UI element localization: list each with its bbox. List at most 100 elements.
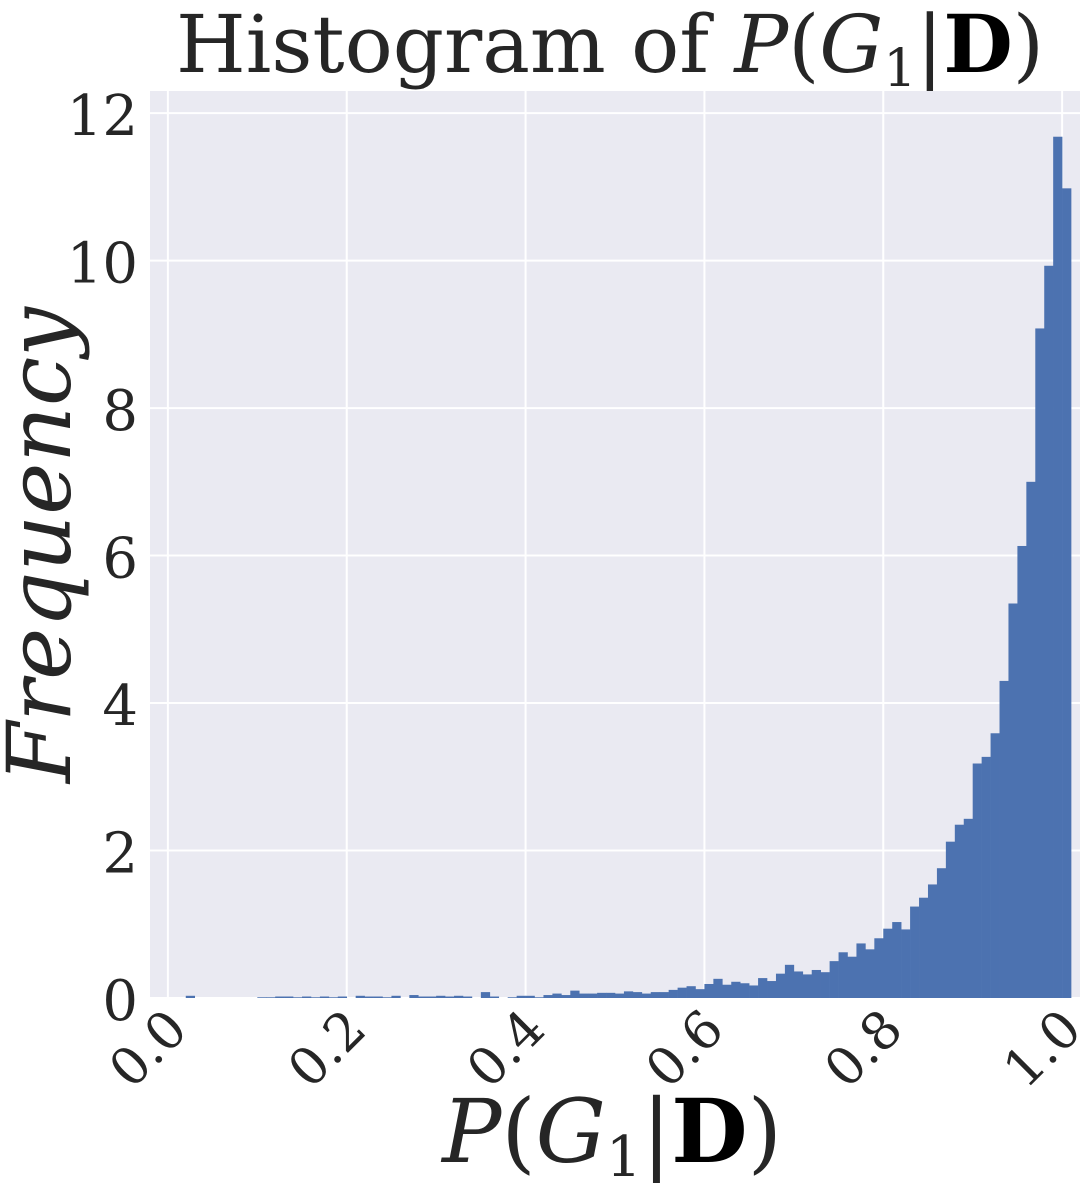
histogram-bar xyxy=(543,995,553,998)
histogram-bar xyxy=(883,928,893,998)
histogram-bar xyxy=(954,824,965,998)
histogram-bar xyxy=(454,995,464,998)
histogram-bar xyxy=(579,993,589,998)
histogram-bar xyxy=(659,992,669,998)
histogram-bar xyxy=(597,992,607,998)
histogram-bar xyxy=(740,983,750,998)
histogram-bar xyxy=(713,978,723,998)
histogram-bar xyxy=(892,922,902,998)
histogram-bar xyxy=(257,997,267,998)
histogram-bar xyxy=(650,992,661,998)
histogram-bar xyxy=(570,990,580,998)
histogram-bar xyxy=(436,995,446,998)
histogram-bar xyxy=(185,995,196,998)
histogram-bar xyxy=(856,943,866,998)
histogram-bar xyxy=(811,969,821,998)
histogram-bar xyxy=(838,952,848,998)
histogram-bar xyxy=(615,993,625,998)
histogram-bar xyxy=(462,996,473,998)
histogram-bar xyxy=(623,991,634,998)
histogram-bar xyxy=(1017,545,1027,998)
y-tick-label: 4 xyxy=(102,674,138,739)
histogram-bar xyxy=(704,983,714,998)
x-axis-label: P(G1|D) xyxy=(440,1079,782,1188)
histogram-bar xyxy=(606,992,616,998)
y-tick-label: 0 xyxy=(102,969,138,1034)
y-tick-label: 2 xyxy=(102,822,138,887)
x-tick-label: 0.8 xyxy=(814,999,915,1100)
histogram-bar xyxy=(722,984,732,998)
histogram-bar xyxy=(480,992,491,998)
y-tick-label: 12 xyxy=(67,84,138,149)
histogram-bar xyxy=(525,995,535,998)
histogram-bar xyxy=(588,993,598,998)
histogram-bars xyxy=(185,136,1072,999)
histogram-bar xyxy=(802,974,813,998)
histogram-bar xyxy=(391,995,401,998)
y-tick-label: 6 xyxy=(102,527,138,592)
histogram-bar xyxy=(927,884,938,998)
histogram-bar xyxy=(373,996,383,998)
histogram-bar xyxy=(1053,136,1063,999)
histogram-bar xyxy=(310,997,321,998)
histogram-bar xyxy=(874,938,884,998)
histogram-bar xyxy=(865,949,875,998)
histogram-bar xyxy=(829,961,839,998)
histogram-bar xyxy=(910,906,920,998)
histogram-bar xyxy=(355,995,365,998)
histogram-bar xyxy=(364,996,374,998)
histogram-bar xyxy=(284,996,294,998)
x-tick-label: 1.0 xyxy=(992,999,1089,1100)
histogram-bar xyxy=(275,996,285,998)
histogram-bar xyxy=(534,997,544,998)
histogram-bar xyxy=(641,993,652,998)
histogram-bar xyxy=(758,978,768,998)
histogram-bar xyxy=(731,981,741,998)
histogram-bar xyxy=(293,997,303,998)
x-tick-label: 0.2 xyxy=(277,999,378,1100)
histogram-bar xyxy=(820,972,830,998)
histogram-bar xyxy=(784,964,795,998)
histogram-bar xyxy=(1044,265,1054,998)
histogram-bar xyxy=(266,997,276,998)
y-tick-labels: 0 2 4 6 8 10 12 xyxy=(67,84,138,1034)
histogram-bar xyxy=(901,929,911,998)
histogram-bar xyxy=(319,996,330,998)
histogram-bar xyxy=(516,995,526,998)
histogram-bar xyxy=(919,897,929,998)
y-axis-label: Frequency xyxy=(0,306,91,785)
histogram-bar xyxy=(337,996,348,998)
histogram-bar xyxy=(945,841,956,998)
histogram-bar xyxy=(686,986,696,998)
histogram-bar xyxy=(328,997,339,998)
histogram-bar xyxy=(749,985,759,998)
histogram-bar xyxy=(775,973,786,998)
histogram-bar xyxy=(1008,603,1018,998)
histogram-bar xyxy=(936,868,947,998)
plot-area xyxy=(150,91,1080,998)
histogram-bar xyxy=(561,995,571,998)
histogram-bar xyxy=(445,996,455,998)
histogram-bar xyxy=(552,993,562,998)
histogram-bar xyxy=(847,956,857,998)
histogram-bar xyxy=(1062,188,1072,999)
histogram-bar xyxy=(409,995,419,998)
chart-title: Histogram of P(G1|D) xyxy=(176,0,1044,99)
histogram-bar xyxy=(767,981,777,998)
histogram-bar xyxy=(695,989,705,998)
histogram-bar xyxy=(507,997,517,998)
histogram-bar xyxy=(963,818,973,998)
histogram-bar xyxy=(382,997,392,998)
histogram-bar xyxy=(632,992,643,998)
histogram-bar xyxy=(418,996,428,998)
histogram-bar xyxy=(677,987,687,998)
y-tick-label: 10 xyxy=(67,232,138,297)
histogram-bar xyxy=(668,989,678,998)
histogram-bar xyxy=(489,996,500,998)
histogram-bar xyxy=(1026,481,1036,998)
histogram-bar xyxy=(1035,328,1045,999)
histogram-bar xyxy=(990,733,1000,998)
histogram-bar xyxy=(427,996,437,998)
y-tick-label: 8 xyxy=(102,379,138,444)
